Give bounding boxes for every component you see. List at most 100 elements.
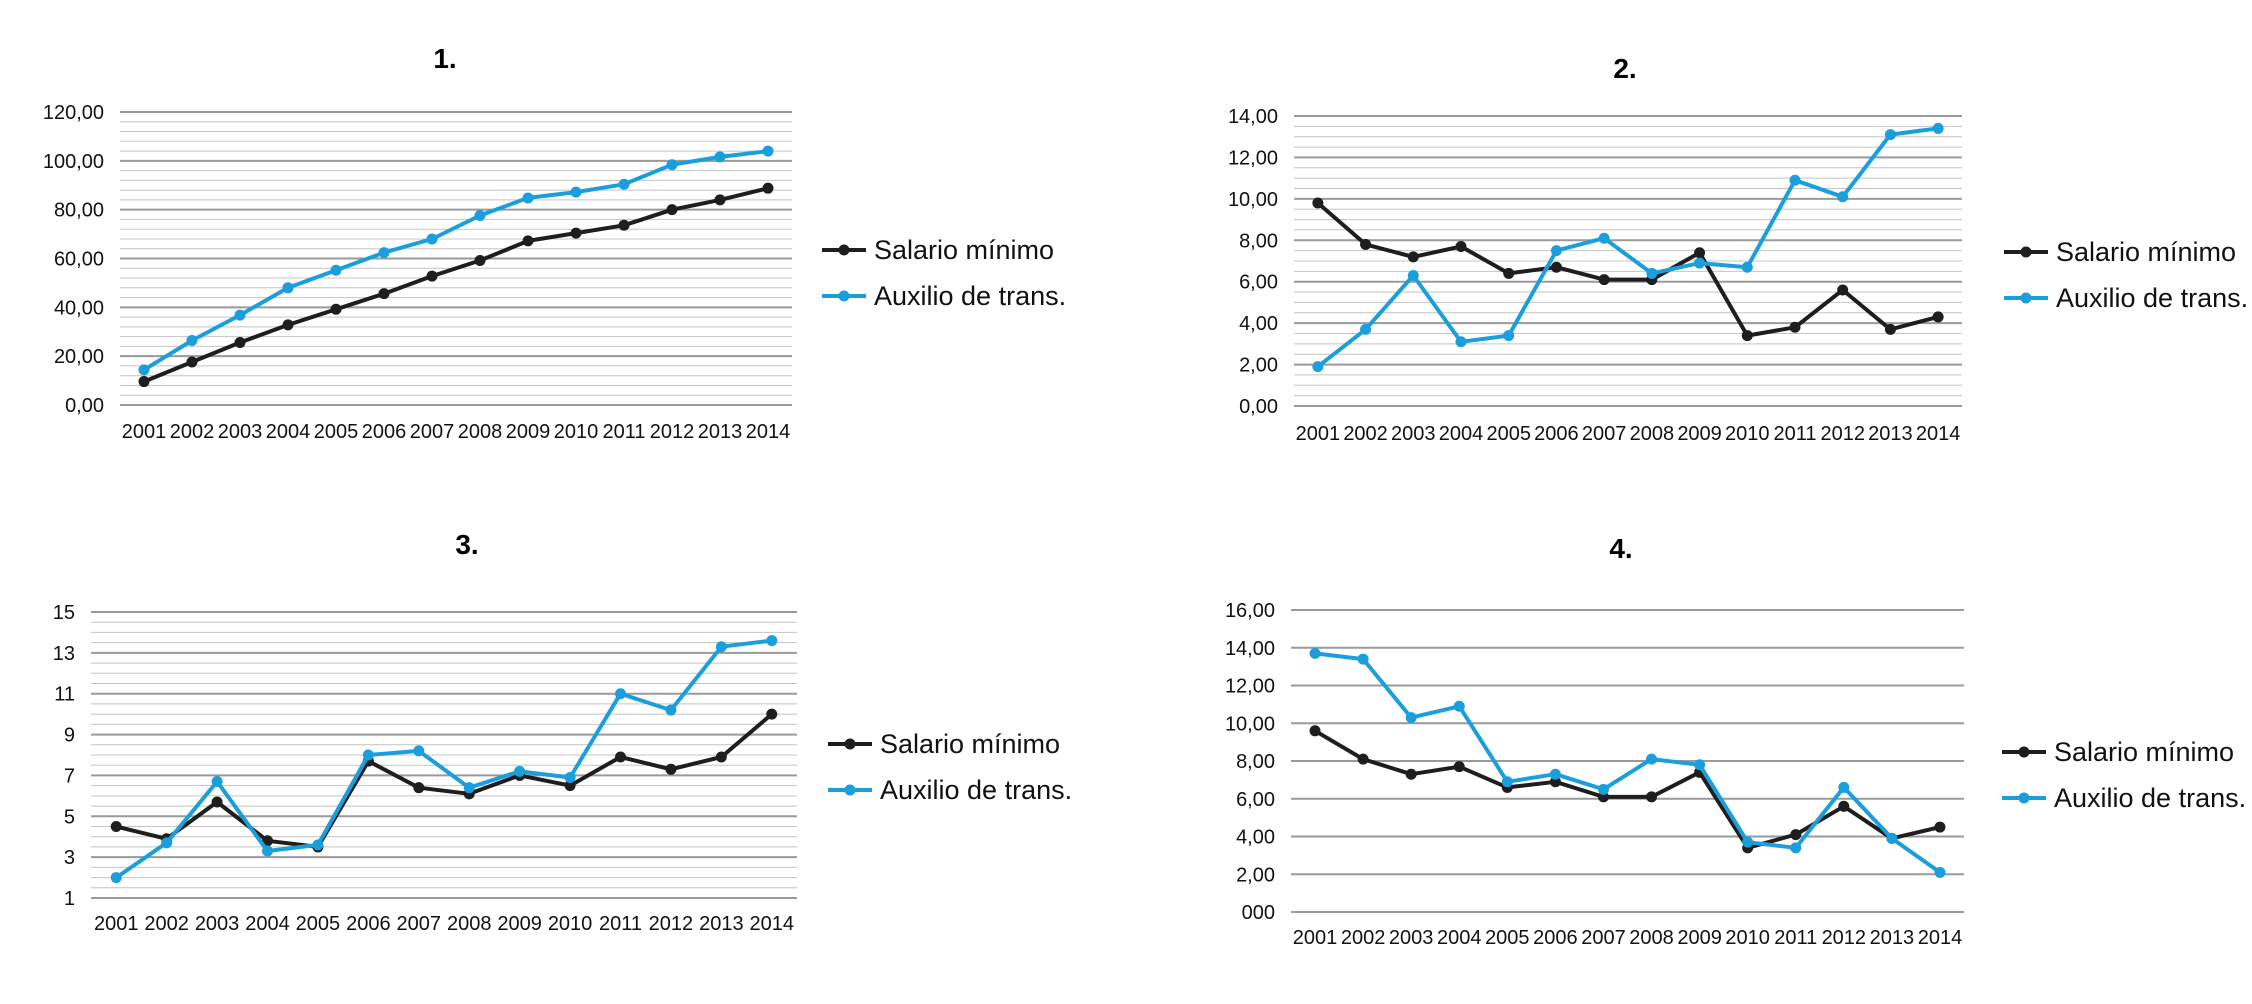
x-tick-label: 2003 bbox=[1391, 423, 1436, 445]
series-line bbox=[1313, 729, 1941, 850]
x-tick-label: 2011 bbox=[1773, 423, 1816, 445]
chart-title: 2. bbox=[1613, 53, 1636, 84]
x-tick-label: 2014 bbox=[746, 421, 791, 443]
data-point bbox=[1694, 759, 1706, 771]
data-point bbox=[282, 282, 294, 294]
y-tick-label: 120,00 bbox=[43, 102, 104, 124]
data-point bbox=[665, 704, 677, 716]
data-point bbox=[714, 151, 726, 163]
x-tick-label: 2005 bbox=[1486, 423, 1531, 445]
legend-marker-icon bbox=[838, 244, 850, 256]
legend: Salario mínimo Auxilio de trans. bbox=[2004, 237, 2248, 313]
y-tick-label: 3 bbox=[64, 847, 75, 869]
legend-item: Salario mínimo bbox=[828, 729, 1060, 759]
data-point bbox=[1934, 821, 1946, 833]
series-salario-minimo bbox=[138, 182, 774, 388]
y-tick-label: 6,00 bbox=[1236, 789, 1275, 811]
legend-label: Auxilio de trans. bbox=[2056, 283, 2248, 313]
x-tick-label: 2009 bbox=[506, 421, 551, 443]
data-point bbox=[413, 745, 425, 757]
data-point bbox=[1789, 321, 1801, 333]
x-tick-label: 2008 bbox=[458, 421, 503, 443]
y-tick-label: 40,00 bbox=[54, 297, 104, 319]
y-tick-label: 13 bbox=[53, 643, 75, 665]
data-point bbox=[766, 635, 778, 647]
data-point bbox=[138, 376, 150, 388]
y-tick-label: 8,00 bbox=[1239, 230, 1278, 252]
x-tick-label: 2010 bbox=[548, 913, 593, 935]
legend-marker-icon bbox=[844, 738, 856, 750]
series-auxilio-de-trans bbox=[110, 635, 778, 884]
series-auxilio-de-trans bbox=[138, 145, 774, 376]
x-tick-label: 2007 bbox=[410, 421, 455, 443]
x-tick-label: 2001 bbox=[1296, 423, 1341, 445]
series-salario-minimo bbox=[1309, 725, 1946, 854]
data-point bbox=[714, 194, 726, 206]
y-tick-label: 80,00 bbox=[54, 200, 104, 222]
data-point bbox=[1742, 836, 1754, 848]
x-tick-label: 2003 bbox=[195, 913, 240, 935]
x-tick-label: 2003 bbox=[218, 421, 263, 443]
x-tick-label: 2014 bbox=[1918, 927, 1963, 949]
x-tick-label: 2007 bbox=[1581, 927, 1626, 949]
legend-item: Auxilio de trans. bbox=[2004, 283, 2248, 313]
y-tick-label: 16,00 bbox=[1225, 600, 1275, 622]
legend-label: Salario mínimo bbox=[874, 235, 1054, 265]
data-point bbox=[234, 309, 246, 321]
series-salario-minimo bbox=[1312, 197, 1944, 342]
data-point bbox=[1741, 261, 1753, 273]
data-point bbox=[426, 233, 438, 245]
data-point bbox=[1455, 241, 1467, 252]
y-tick-label: 8,00 bbox=[1236, 751, 1275, 773]
x-tick-label: 2010 bbox=[1725, 423, 1770, 445]
x-tick-label: 2001 bbox=[1293, 927, 1338, 949]
y-tick-label: 0,00 bbox=[1239, 396, 1278, 418]
x-tick-label: 2012 bbox=[1820, 423, 1865, 445]
series-auxilio-de-trans bbox=[1312, 122, 1944, 373]
legend-label: Auxilio de trans. bbox=[874, 281, 1066, 311]
data-point bbox=[666, 204, 678, 216]
y-tick-label: 100,00 bbox=[43, 151, 104, 173]
x-tick-label: 2008 bbox=[1630, 423, 1675, 445]
data-point bbox=[715, 751, 727, 763]
data-point bbox=[1357, 753, 1369, 765]
x-tick-label: 2006 bbox=[1534, 423, 1579, 445]
data-point bbox=[1309, 725, 1321, 737]
x-tick-label: 2002 bbox=[144, 913, 189, 935]
data-point bbox=[1309, 647, 1321, 659]
legend-label: Salario mínimo bbox=[2054, 737, 2234, 767]
legend-item: Salario mínimo bbox=[822, 235, 1054, 265]
data-point bbox=[1312, 197, 1324, 209]
legend-marker-icon bbox=[2020, 292, 2032, 304]
chart-title: 4. bbox=[1609, 533, 1632, 564]
data-point bbox=[1407, 251, 1419, 263]
legend-marker-icon bbox=[2020, 246, 2032, 258]
data-point bbox=[110, 821, 122, 832]
data-point bbox=[110, 872, 122, 884]
series-line bbox=[1316, 201, 1939, 338]
data-point bbox=[1598, 232, 1610, 244]
data-point bbox=[362, 749, 374, 761]
x-tick-label: 2011 bbox=[602, 421, 645, 443]
data-point bbox=[1455, 336, 1467, 348]
data-point bbox=[1884, 323, 1896, 335]
data-point bbox=[766, 708, 778, 720]
legend-marker-icon bbox=[838, 290, 850, 302]
data-point bbox=[1646, 791, 1658, 803]
gridlines bbox=[120, 111, 792, 406]
x-tick-label: 2002 bbox=[170, 421, 215, 443]
series-line bbox=[143, 186, 769, 384]
y-tick-label: 000 bbox=[1242, 902, 1275, 924]
gridlines bbox=[1291, 609, 1964, 913]
y-tick-label: 10,00 bbox=[1225, 713, 1275, 735]
gridlines bbox=[1294, 115, 1962, 407]
series-line bbox=[1316, 126, 1939, 369]
data-point bbox=[1357, 653, 1369, 665]
x-tick-label: 2009 bbox=[497, 913, 542, 935]
data-point bbox=[1312, 361, 1324, 373]
data-point bbox=[1405, 768, 1417, 780]
data-point bbox=[1741, 330, 1753, 342]
series-line bbox=[142, 149, 769, 372]
x-tick-label: 2004 bbox=[245, 913, 290, 935]
chart-2: 2. 0,00 2,00 4,00 6,00 8,00 10,00 12,00 14,00 200… bbox=[1228, 53, 2248, 445]
